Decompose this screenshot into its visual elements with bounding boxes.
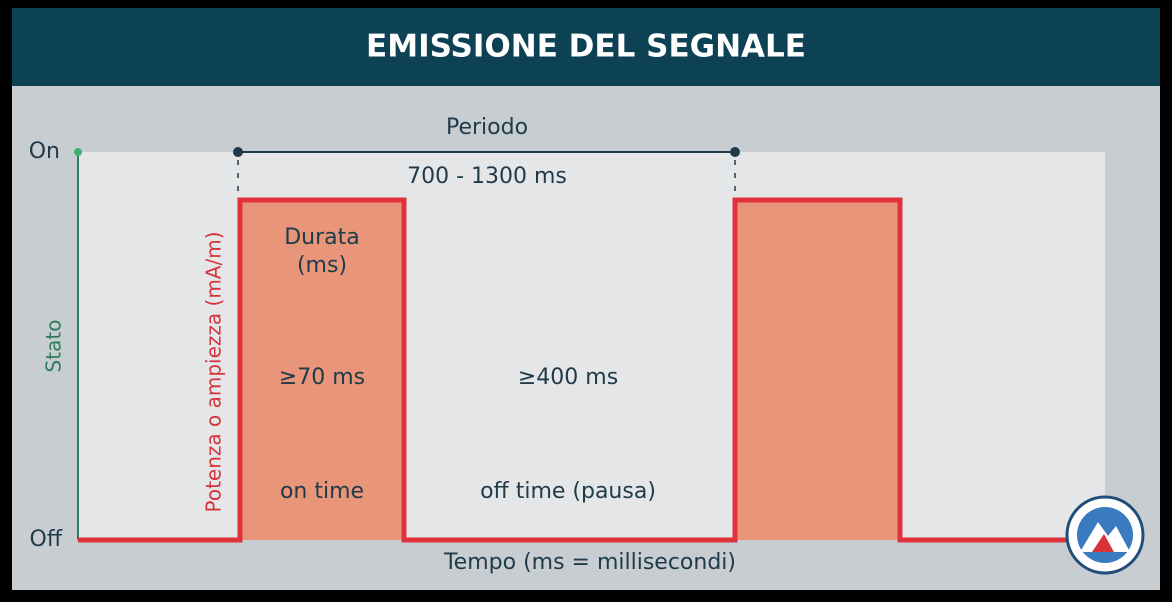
bracket-end [730, 147, 740, 157]
off-label: Off [30, 527, 63, 552]
logo-peak [1092, 534, 1114, 552]
bracket-end [233, 147, 243, 157]
on-label: On [29, 139, 60, 164]
signal-line [78, 197, 1068, 543]
period-range: 700 - 1300 ms [407, 164, 567, 189]
y-axis-label: Stato [42, 320, 66, 373]
title: EMISSIONE DEL SEGNALE [366, 29, 806, 65]
pause-name: off time (pausa) [480, 479, 656, 504]
power-label: Potenza o ampiezza (mA/m) [202, 231, 226, 512]
duration-label: (ms) [297, 253, 347, 278]
period-label: Periodo [446, 115, 528, 140]
on-dot [74, 148, 82, 156]
pulse-min: ≥70 ms [279, 365, 365, 390]
logo [1065, 495, 1145, 575]
pulse [240, 200, 404, 540]
x-axis-label: Tempo (ms = millisecondi) [443, 550, 736, 575]
pulse [735, 200, 900, 540]
pause-min: ≥400 ms [518, 365, 618, 390]
duration-label: Durata [284, 225, 360, 250]
header-band [12, 8, 1160, 86]
pulse-name: on time [280, 479, 364, 504]
